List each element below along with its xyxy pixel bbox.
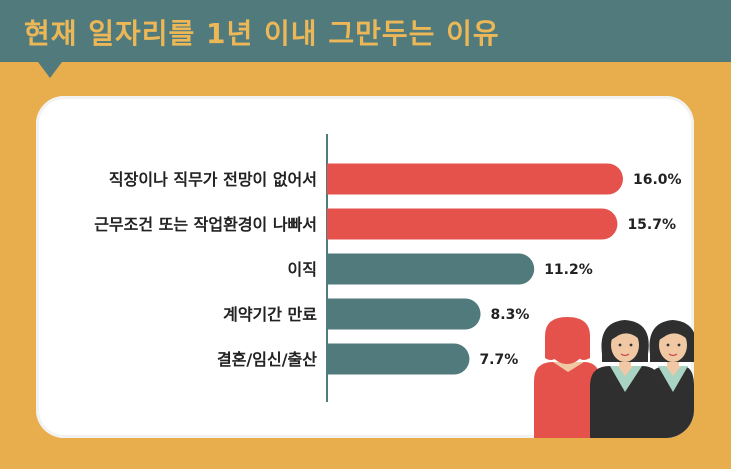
category-label: 결혼/임신/출산 <box>217 350 317 369</box>
value-label: 15.7% <box>627 217 676 233</box>
bar <box>327 163 623 195</box>
page-title: 현재 일자리를 1년 이내 그만두는 이유 <box>24 17 500 50</box>
category-label: 직장이나 직무가 전망이 없어서 <box>109 170 317 189</box>
woman-middle-figure <box>590 320 660 438</box>
value-label: 8.3% <box>491 307 530 323</box>
category-label: 이직 <box>288 260 317 279</box>
bar <box>327 208 618 240</box>
title-banner: 현재 일자리를 1년 이내 그만두는 이유 <box>0 0 731 62</box>
value-label: 16.0% <box>633 172 682 188</box>
bar <box>327 253 535 285</box>
woman-red-figure <box>534 317 600 438</box>
category-label: 근무조건 또는 작업환경이 나빠서 <box>94 215 317 234</box>
value-label: 7.7% <box>479 352 518 368</box>
bar <box>327 343 470 375</box>
value-label: 11.2% <box>544 262 593 278</box>
bar <box>327 298 481 330</box>
banner-pointer <box>38 62 62 78</box>
bar-chart: 직장이나 직무가 전망이 없어서 16.0% 근무조건 또는 작업환경이 나빠서 15… <box>94 134 694 438</box>
category-label: 계약기간 만료 <box>223 305 317 324</box>
woman-right-figure <box>648 320 694 438</box>
women-illustration <box>534 317 694 438</box>
chart-card: 직장이나 직무가 전망이 없어서 16.0% 근무조건 또는 작업환경이 나빠서 15… <box>36 96 694 438</box>
